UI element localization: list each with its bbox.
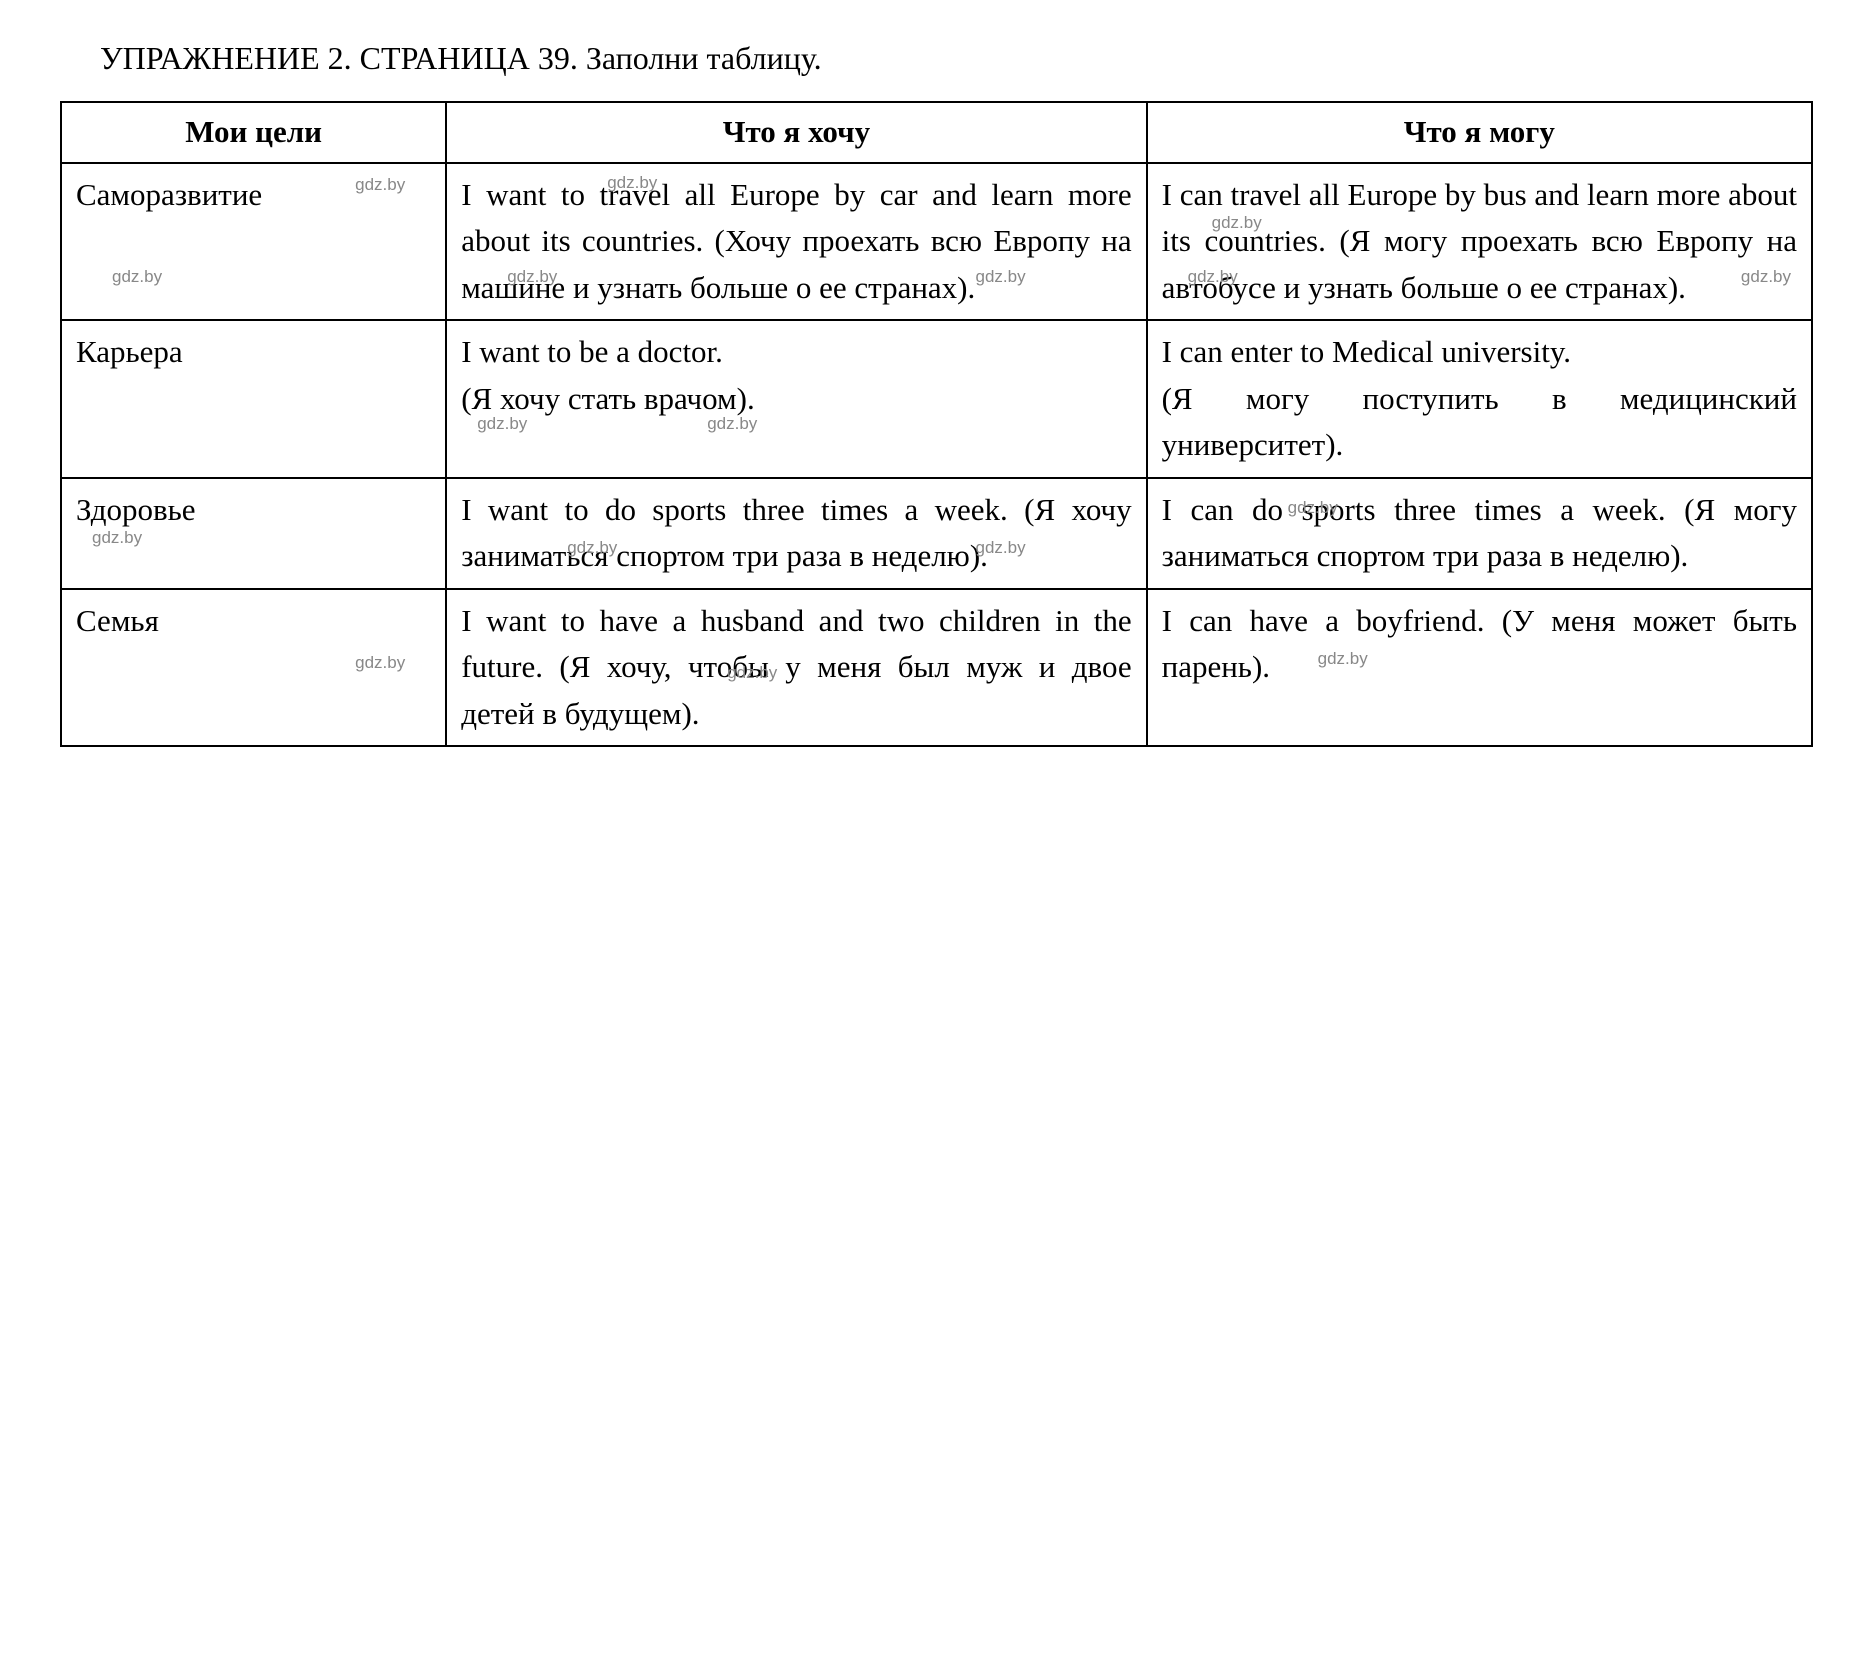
cell-text: I want to be a doctor. (Я хочу стать вра… <box>461 334 755 416</box>
cell-can: I can do sports three times a week. (Я м… <box>1147 478 1812 589</box>
cell-text: I want to do sports three times a week. … <box>461 492 1131 574</box>
watermark-text: gdz.by <box>1741 264 1791 290</box>
cell-want: I want to have a husband and two childre… <box>446 589 1146 747</box>
cell-can: I can travel all Europe by bus and learn… <box>1147 163 1812 321</box>
cell-text: I want to have a husband and two childre… <box>461 603 1131 731</box>
cell-text: I can have a boyfriend. (У меня может бы… <box>1162 603 1797 685</box>
watermark-text: gdz.by <box>976 264 1026 290</box>
table-row: Саморазвитие gdz.by gdz.by I want to tra… <box>61 163 1812 321</box>
cell-text: I can travel all Europe by bus and learn… <box>1162 177 1797 305</box>
cell-goal: Здоровье gdz.by <box>61 478 446 589</box>
table-row: Здоровье gdz.by I want to do sports thre… <box>61 478 1812 589</box>
table-row: Карьера I want to be a doctor. (Я хочу с… <box>61 320 1812 478</box>
cell-want: I want to do sports three times a week. … <box>446 478 1146 589</box>
cell-text: Саморазвитие <box>76 177 262 212</box>
cell-goal: Семья gdz.by <box>61 589 446 747</box>
cell-text: I can enter to Medical university. (Я мо… <box>1162 334 1797 462</box>
cell-text: I want to travel all Europe by car and l… <box>461 177 1131 305</box>
cell-can: I can enter to Medical university. (Я мо… <box>1147 320 1812 478</box>
exercise-table: Мои цели Что я хочу Что я могу Саморазви… <box>60 101 1813 747</box>
cell-goal: Карьера <box>61 320 446 478</box>
page-title: УПРАЖНЕНИЕ 2. СТРАНИЦА 39. Заполни табли… <box>60 40 1813 77</box>
cell-text: Здоровье <box>76 492 196 527</box>
header-goals: Мои цели <box>61 102 446 163</box>
watermark-text: gdz.by <box>355 172 405 198</box>
watermark-text: gdz.by <box>355 650 405 676</box>
cell-want: I want to be a doctor. (Я хочу стать вра… <box>446 320 1146 478</box>
cell-want: I want to travel all Europe by car and l… <box>446 163 1146 321</box>
cell-text: Семья <box>76 603 159 638</box>
watermark-text: gdz.by <box>92 525 142 551</box>
table-row: Семья gdz.by I want to have a husband an… <box>61 589 1812 747</box>
watermark-text: gdz.by <box>1318 646 1368 672</box>
table-header-row: Мои цели Что я хочу Что я могу <box>61 102 1812 163</box>
cell-text: I can do sports three times a week. (Я м… <box>1162 492 1797 574</box>
cell-can: I can have a boyfriend. (У меня может бы… <box>1147 589 1812 747</box>
header-want: Что я хочу <box>446 102 1146 163</box>
cell-goal: Саморазвитие gdz.by gdz.by <box>61 163 446 321</box>
header-can: Что я могу <box>1147 102 1812 163</box>
watermark-text: gdz.by <box>112 264 162 290</box>
cell-text: Карьера <box>76 334 183 369</box>
